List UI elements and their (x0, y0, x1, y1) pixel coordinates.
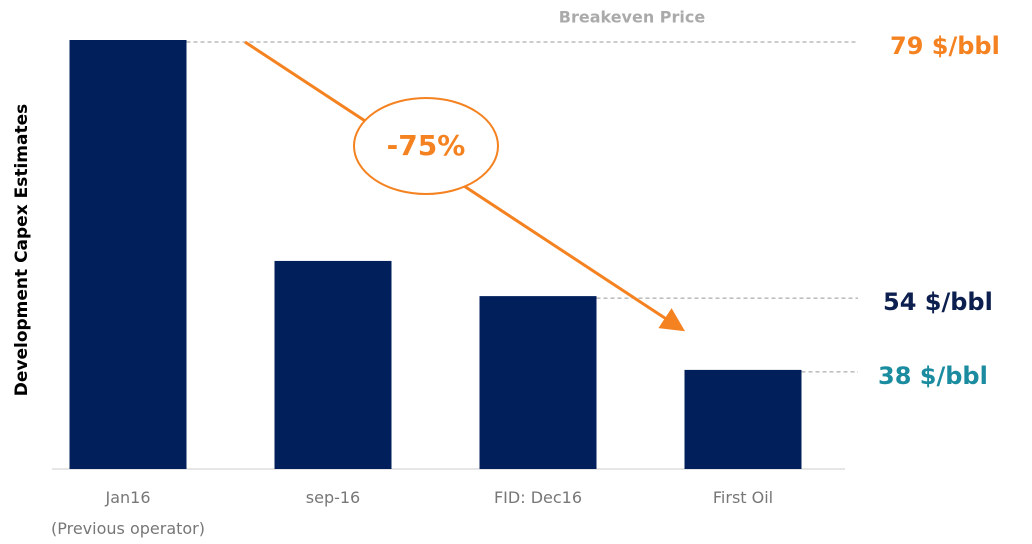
x-tick-label: sep-16 (305, 488, 361, 507)
breakeven-label: 54 $/bbl (883, 288, 993, 316)
breakeven-label: 79 $/bbl (890, 32, 1000, 60)
bar (274, 260, 392, 469)
y-axis-label: Development Capex Estimates (12, 104, 32, 397)
bar (69, 40, 187, 469)
bar (479, 296, 597, 469)
annotation: -75% (387, 129, 466, 162)
x-tick-label: FID: Dec16 (493, 488, 583, 507)
breakeven-label: 38 $/bbl (878, 362, 988, 390)
x-tick-label: Jan16 (Previous operator) (51, 488, 205, 538)
bar (684, 369, 802, 469)
annotation-ellipse (353, 97, 499, 195)
chart-title: Breakeven Price (559, 8, 706, 27)
x-tick-label: First Oil (712, 488, 774, 507)
